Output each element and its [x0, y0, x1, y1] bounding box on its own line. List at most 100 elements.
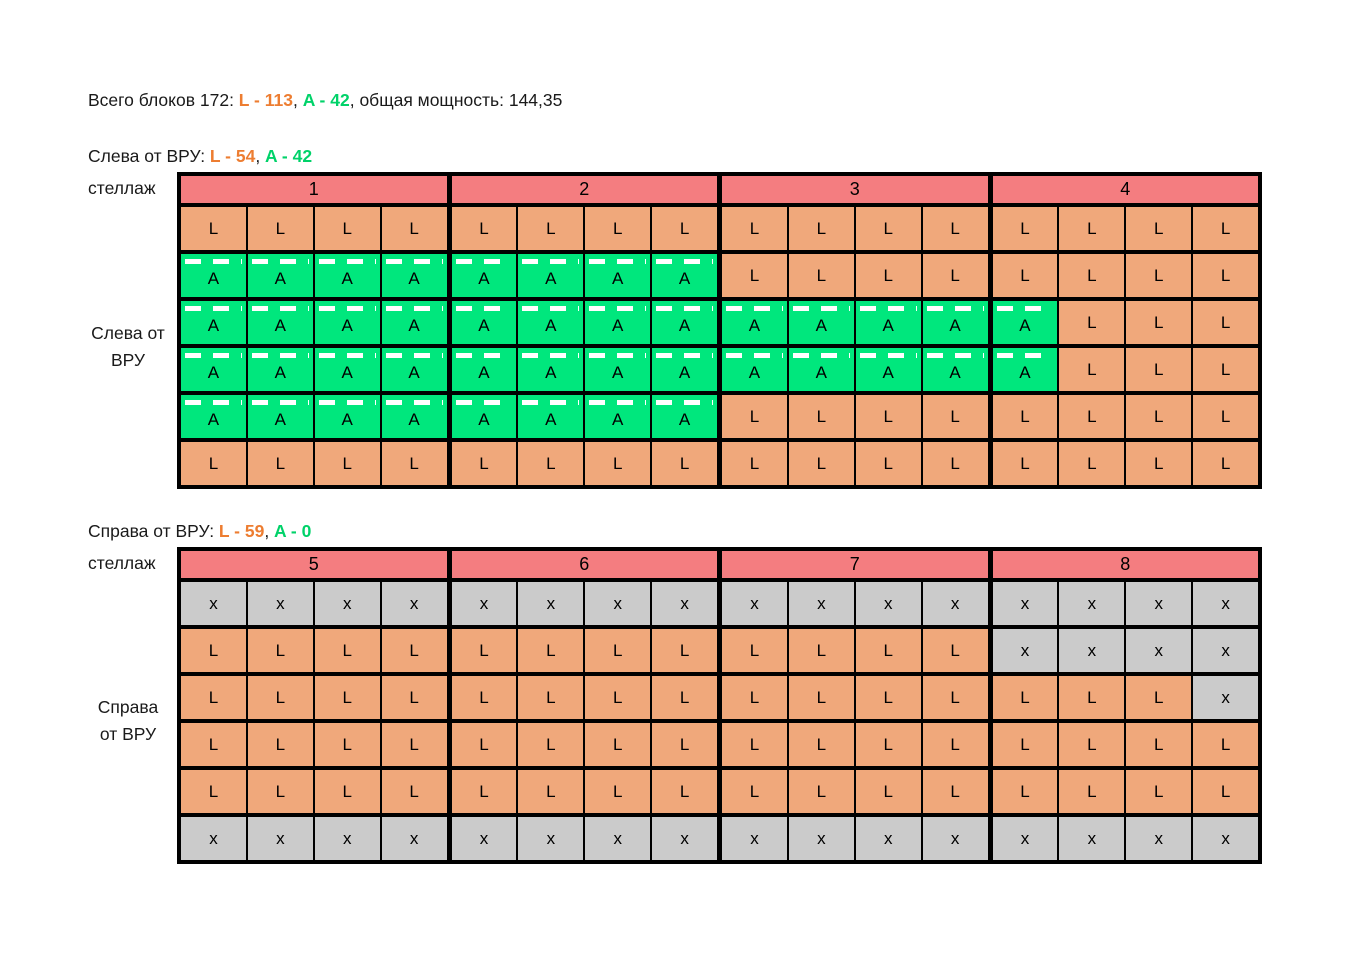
title-suffix: , общая мощность: 144,35	[349, 90, 563, 110]
block-cell-label: x	[950, 593, 960, 613]
block-cell-L: L	[652, 629, 717, 672]
heading-prefix: Слева от ВРУ:	[88, 146, 210, 166]
side-label-line: ВРУ	[110, 350, 146, 370]
block-cell-label: L	[342, 640, 352, 660]
block-cell-L: L	[381, 442, 447, 485]
block-cell-label: L	[479, 781, 489, 801]
block-cell-A: A	[247, 254, 313, 297]
block-cell-A: A	[314, 395, 380, 438]
block-cell-label: x	[750, 593, 759, 613]
block-cell-x: x	[518, 817, 584, 860]
block-cell-label: L	[546, 453, 556, 473]
block-cell-L: L	[585, 676, 651, 719]
left-section-heading: Слева от ВРУ: L - 54, A - 42	[88, 146, 312, 167]
block-cell-label: A	[748, 315, 761, 335]
block-cell-L: L	[1193, 348, 1258, 391]
block-cell-label: L	[409, 453, 419, 473]
block-cell-x: x	[1193, 582, 1258, 625]
block-cell-label: L	[409, 781, 419, 801]
block-cell-L: L	[1193, 770, 1258, 813]
block-cell-label: L	[749, 781, 760, 801]
block-cell-label: A	[408, 268, 420, 288]
block-cell-A: A	[518, 301, 584, 344]
block-cell-label: L	[1020, 687, 1030, 707]
side-label-line: Справа	[97, 697, 159, 717]
block-cell-label: L	[679, 687, 690, 707]
block-cell-L: L	[992, 770, 1058, 813]
block-cell-L: L	[314, 207, 380, 250]
block-cell-label: L	[409, 734, 419, 754]
block-cell-A: A	[788, 348, 854, 391]
rack-row-label: стеллаж	[88, 178, 156, 198]
block-cell-label: L	[1087, 359, 1097, 379]
block-cell-label: A	[748, 362, 761, 382]
block-cell-label: L	[546, 781, 556, 801]
block-cell-label: L	[679, 453, 690, 473]
block-cell-label: L	[749, 640, 760, 660]
block-cell-label: L	[409, 218, 419, 238]
block-cell-L: L	[451, 770, 517, 813]
block-cell-L: L	[922, 770, 988, 813]
block-cell-A: A	[652, 348, 717, 391]
block-cell-label: x	[750, 828, 759, 848]
block-cell-label: x	[209, 593, 218, 613]
block-cell-label: x	[479, 593, 489, 613]
title-a-count: A - 42	[302, 90, 350, 110]
block-cell-label: L	[883, 734, 893, 754]
block-cell-label: A	[408, 409, 420, 429]
block-cell-label: L	[275, 453, 286, 473]
block-cell-x: x	[314, 582, 380, 625]
block-cell-L: L	[1059, 723, 1125, 766]
block-cell-L: L	[451, 207, 517, 250]
block-cell-label: A	[478, 315, 490, 335]
block-cell-label: L	[1020, 453, 1030, 473]
block-cell-label: x	[1154, 593, 1163, 613]
block-cell-x: x	[1193, 817, 1258, 860]
block-cell-L: L	[722, 254, 787, 297]
block-cell-label: L	[1220, 781, 1231, 801]
block-cell-label: L	[816, 734, 827, 754]
block-cell-L: L	[585, 770, 651, 813]
block-cell-x: x	[1193, 629, 1258, 672]
block-cell-L: L	[722, 770, 787, 813]
block-cell-label: A	[815, 315, 827, 335]
block-cell-label: L	[208, 781, 219, 801]
block-cell-L: L	[381, 770, 447, 813]
block-cell-label: x	[409, 593, 419, 613]
block-cell-x: x	[585, 817, 651, 860]
block-cell-label: x	[613, 828, 622, 848]
block-cell-L: L	[181, 770, 246, 813]
block-cell-label: L	[950, 218, 960, 238]
block-cell-L: L	[1059, 301, 1125, 344]
block-cell-L: L	[1059, 254, 1125, 297]
block-cell-label: x	[1221, 640, 1230, 660]
block-cell-L: L	[1126, 207, 1192, 250]
block-cell-L: L	[855, 442, 921, 485]
block-cell-label: L	[1087, 687, 1097, 707]
block-cell-label: L	[1020, 734, 1030, 754]
block-cell-L: L	[1193, 254, 1258, 297]
block-cell-L: L	[855, 395, 921, 438]
block-cell-label: L	[816, 406, 827, 426]
block-cell-label: L	[816, 218, 827, 238]
block-cell-L: L	[922, 207, 988, 250]
block-cell-L: L	[1126, 723, 1192, 766]
block-cell-label: A	[949, 362, 961, 382]
block-cell-L: L	[451, 676, 517, 719]
block-cell-label: L	[479, 218, 489, 238]
block-cell-label: A	[545, 268, 557, 288]
block-cell-L: L	[247, 442, 313, 485]
